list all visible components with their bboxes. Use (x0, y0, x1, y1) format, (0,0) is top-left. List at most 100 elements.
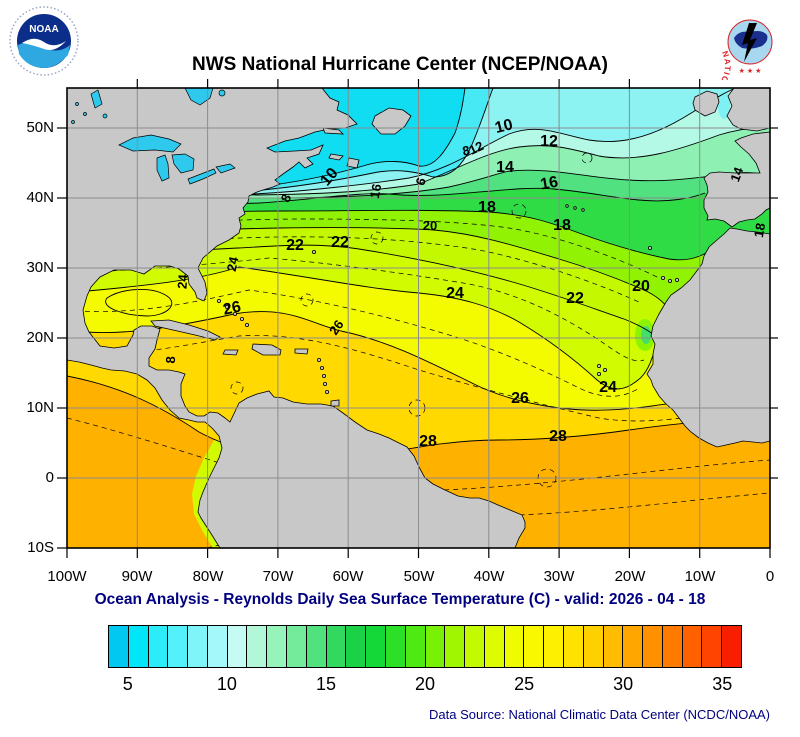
land-anticosti (322, 127, 345, 135)
y-axis-label: 20N (26, 329, 54, 346)
colorbar-tick-label: 10 (216, 674, 237, 694)
contour-label: 14 (727, 164, 746, 183)
contour-label: 24 (446, 285, 464, 302)
contour-label: 28 (419, 433, 437, 450)
y-axis-label: 10S (27, 539, 54, 556)
contour-label: 24 (599, 379, 617, 396)
island-specks (216, 204, 680, 394)
lake-superior (118, 134, 182, 153)
land-cape-breton (346, 157, 360, 169)
x-axis-label: 50W (403, 568, 435, 585)
y-axis-label: 0 (45, 469, 54, 486)
nws-logo-stars: ★ ★ ★ (739, 67, 762, 75)
map-caption: Ocean Analysis - Reynolds Daily Sea Surf… (94, 591, 706, 608)
y-axis-label: 10N (26, 399, 54, 416)
colorbar-cell (147, 626, 168, 667)
land-puerto-rico (294, 348, 309, 355)
map-ticks (57, 79, 778, 558)
james-bay (184, 88, 214, 106)
contour-label: 20 (632, 278, 650, 295)
x-axis-label: 40W (473, 568, 505, 585)
contour-label: 8 (461, 143, 471, 159)
colorbar-cell (206, 626, 227, 667)
contour-label: 12 (466, 138, 485, 158)
colorbar-cell (345, 626, 366, 667)
colorbar-cell (661, 626, 682, 667)
noaa-logo-ring-text-band (9, 6, 79, 76)
colorbar-cell (543, 626, 563, 667)
colorbar-cell (503, 626, 524, 667)
x-axis-label: 0 (765, 568, 775, 585)
contour-label: 10 (493, 116, 514, 137)
nws-logo: NATIONAL WEATHER SERVICE ★ ★ ★ (712, 5, 787, 80)
x-axis-label: 60W (332, 568, 364, 585)
colorbar-cell (246, 626, 267, 667)
colorbar-cell (187, 626, 207, 667)
gridlines (67, 88, 770, 548)
lake-winnipeg (90, 89, 103, 109)
colorbar-cell (305, 626, 326, 667)
data-source-note: Data Source: National Climatic Data Cent… (429, 707, 770, 722)
y-axis-label: 50N (26, 119, 54, 136)
colorbar-cell (562, 626, 583, 667)
colorbar-cell (582, 626, 603, 667)
contour-label: 24 (174, 273, 190, 289)
colorbar-cell (266, 626, 287, 667)
colorbar-cell (325, 626, 346, 667)
contour-label: 24 (224, 255, 242, 273)
land-france-iberia (703, 131, 770, 228)
isotherm-28 (67, 375, 770, 460)
lake-erie (187, 168, 217, 185)
contour-label: 26 (511, 390, 529, 407)
colorbar-cell (602, 626, 623, 667)
x-axis-label: 100W (47, 568, 87, 585)
lake-ontario (215, 163, 236, 174)
colorbar-cell (167, 626, 188, 667)
colorbar-cell (721, 626, 741, 667)
page-title: NWS National Hurricane Center (NCEP/NOAA… (192, 54, 608, 75)
contour-label: 18 (553, 217, 571, 234)
noaa-logo-sea (18, 42, 70, 68)
colorbar-cell (523, 626, 544, 667)
colorbar-cell (424, 626, 445, 667)
contour-label: 20 (423, 218, 437, 233)
contour-label: 12 (540, 133, 558, 150)
nws-logo-lightning-icon (742, 23, 757, 62)
contour-label: 16 (539, 174, 560, 194)
colorbar-cell (464, 626, 484, 667)
lake-huron (171, 153, 195, 174)
colorbar-cell (226, 626, 247, 667)
contour-label: 22 (286, 237, 304, 254)
irish-sea-cold-patch (718, 91, 730, 119)
land-jamaica (222, 349, 239, 356)
colorbar-cell (444, 626, 465, 667)
contour-label: 6 (412, 176, 429, 188)
colorbar-tick-label: 35 (712, 674, 733, 694)
x-axis-label: 80W (192, 568, 224, 585)
lakes (71, 88, 236, 185)
colorbar (108, 625, 742, 668)
contour-label: 22 (566, 290, 584, 307)
contour-label: 28 (549, 428, 567, 445)
land-great-britain (726, 88, 770, 132)
colorbar-tick-label: 25 (514, 674, 535, 694)
lake-michigan (156, 154, 170, 182)
gulf-eddy-contour (105, 288, 173, 317)
map-field: 8 10 16 6 8 10 12 12 14 16 14 18 18 20 2… (67, 88, 770, 548)
contour-label: 8 (163, 356, 178, 364)
contour-label: 16 (367, 182, 385, 199)
colorbar-cell (642, 626, 662, 667)
contour-label: 14 (496, 159, 514, 176)
colorbar-cell (127, 626, 148, 667)
x-axis-label: 10W (684, 568, 716, 585)
colorbar-cell (622, 626, 643, 667)
y-axis-label: 40N (26, 189, 54, 206)
colorbar-tick-label: 5 (122, 674, 133, 694)
contour-label: 26 (222, 298, 243, 318)
sst-map: 8 10 16 6 8 10 12 12 14 16 14 18 18 20 2… (57, 79, 778, 558)
land-hispaniola (251, 343, 282, 356)
x-axis-label: 90W (121, 568, 153, 585)
colorbar-tick-label: 20 (414, 674, 436, 694)
colorbar-cell (109, 626, 128, 667)
